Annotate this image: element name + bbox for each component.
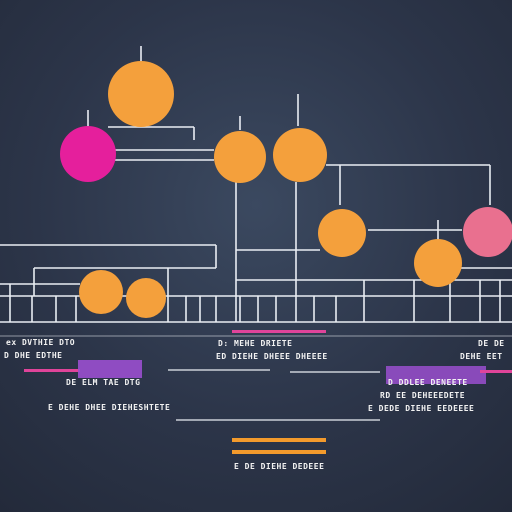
label: ex DVTHIE DTO: [6, 338, 75, 347]
nodes: [60, 61, 512, 318]
node-circle: [463, 207, 512, 257]
connector-lines: [0, 46, 512, 421]
label: D DHE EDTHE: [4, 351, 62, 360]
bars: [24, 330, 512, 454]
node-circle: [108, 61, 174, 127]
node-circle: [60, 126, 116, 182]
bar-orange: [232, 450, 326, 454]
bar-purple: [386, 366, 486, 384]
node-circle: [318, 209, 366, 257]
node-circle: [414, 239, 462, 287]
labels: ex DVTHIE DTO D DHE EDTHE DE ELM TAE DTG…: [4, 338, 505, 471]
label: E DEHE DHEE DIEHESHTETE: [48, 403, 170, 412]
bar-purple: [78, 360, 142, 378]
label: D: MEHE DRIETE: [218, 339, 292, 348]
label: DE ELM TAE DTG: [66, 378, 140, 387]
bar-pink: [232, 330, 326, 333]
label: D DDLEE DENEETE: [388, 378, 468, 387]
label: DE DE: [478, 339, 505, 348]
label: E DEDE DIEHE EEDEEEE: [368, 404, 474, 413]
label: RD EE DEHEEEDETE: [380, 391, 465, 400]
node-circle: [79, 270, 123, 314]
bar-orange: [232, 438, 326, 442]
node-circle: [273, 128, 327, 182]
bar-pink: [24, 369, 80, 372]
label: ED DIEHE DHEEE DHEEEE: [216, 352, 328, 361]
node-circle: [126, 278, 166, 318]
node-circle: [214, 131, 266, 183]
bar-pink: [480, 370, 512, 373]
label: E DE DIEHE DEDEEE: [234, 462, 324, 471]
label: DEHE EET: [460, 352, 503, 361]
